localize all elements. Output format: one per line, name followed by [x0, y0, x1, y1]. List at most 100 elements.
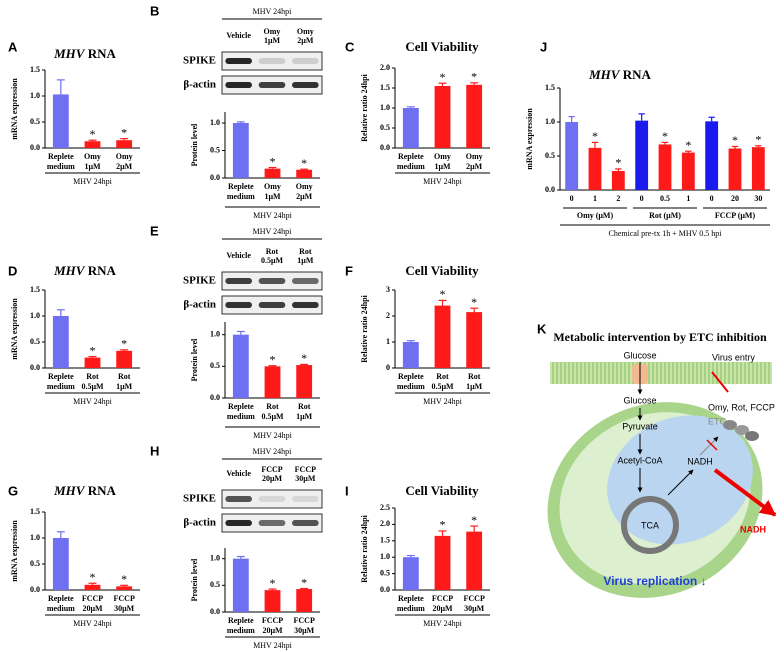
bar [296, 169, 313, 178]
significance: * [270, 154, 276, 168]
label: Acetyl-CoA [617, 455, 662, 465]
x-axis-label: MHV 24hpi [423, 619, 463, 628]
significance: * [121, 125, 127, 139]
significance: * [301, 156, 307, 170]
y-axis-label: Protein level [190, 338, 199, 382]
x-tick-label: FCCP 30μM [464, 594, 485, 613]
panel-label: G [8, 483, 18, 498]
y-tick-label: 1.0 [210, 329, 220, 338]
x-tick-label: Omy 2μM [466, 152, 483, 171]
label: Omy, Rot, FCCP [708, 402, 775, 412]
significance: * [440, 287, 446, 301]
etc-complex [723, 420, 737, 430]
y-tick-label: 0.0 [210, 607, 220, 616]
x-axis-label: MHV 24hpi [423, 397, 463, 406]
bar [116, 350, 133, 368]
bar [402, 557, 419, 590]
panel-label: J [540, 39, 547, 54]
y-tick-label: 1.0 [380, 552, 390, 561]
y-tick-label: 2.0 [380, 63, 390, 72]
diagram: K Metabolic intervention by ETC inhibiti… [537, 321, 777, 598]
panel-label: H [150, 443, 159, 458]
bar [84, 584, 101, 590]
label: ETC [708, 416, 727, 426]
group-label: Omy (μM) [577, 211, 614, 220]
bar [728, 148, 742, 190]
y-tick-label: 0.5 [30, 559, 40, 568]
inhibit-mark [706, 439, 718, 451]
chart-title: MHV RNA [53, 483, 116, 498]
chart-title: Cell Viability [405, 483, 479, 498]
significance: * [471, 513, 477, 527]
x-tick-label: Replete medium [227, 182, 255, 201]
y-tick-label: 0.5 [380, 568, 390, 577]
lane-label: Vehicle [226, 31, 251, 40]
x-tick-label: Replete medium [397, 594, 425, 613]
x-tick-label: 0 [570, 194, 574, 203]
x-tick-label: FCCP 30μM [114, 594, 135, 613]
y-tick-label: 0.5 [210, 145, 220, 154]
bar [264, 366, 281, 398]
blot-band [292, 278, 319, 284]
x-tick-label: Rot 0.5μM [81, 372, 104, 391]
bar [116, 140, 133, 148]
row-label: SPIKE [183, 493, 216, 505]
significance: * [732, 133, 738, 147]
bar [751, 147, 765, 190]
x-tick-label: Rot 0.5μM [431, 372, 454, 391]
y-tick-label: 0.0 [380, 585, 390, 594]
x-tick-label: FCCP 20μM [262, 616, 283, 635]
bar [116, 586, 133, 590]
label: Pyruvate [622, 421, 658, 431]
x-tick-label: Replete medium [227, 616, 255, 635]
x-tick-label: Omy 1μM [264, 182, 281, 201]
blot-band [292, 520, 319, 526]
significance: * [121, 337, 127, 351]
x-axis-label: MHV 24hpi [73, 397, 113, 406]
y-axis-label: mRNA expression [10, 298, 19, 360]
nadh-arrow [713, 468, 777, 517]
bar [434, 305, 451, 368]
bar [611, 170, 625, 190]
blot-band [258, 496, 286, 502]
x-tick-label: Rot 1μM [116, 372, 133, 391]
etc-complex [735, 425, 749, 435]
x-axis-label: Chemical pre-tx 1h + MHV 0.5 hpi [608, 229, 722, 238]
diagram-title: Metabolic intervention by ETC inhibition [553, 330, 767, 344]
bar [658, 144, 672, 190]
panel-label: K [537, 321, 547, 336]
y-axis-label: Relative ratio 24hpi [360, 73, 369, 141]
y-tick-label: 1 [386, 337, 390, 346]
y-tick-label: 1.5 [380, 536, 390, 545]
group-label: Rot (μM) [649, 211, 681, 220]
etc-complex [745, 431, 759, 441]
panel-label: F [345, 263, 353, 278]
x-tick-label: Rot 1μM [296, 402, 313, 421]
x-tick-label: Replete medium [397, 372, 425, 391]
y-tick-label: 2.0 [380, 519, 390, 528]
bar [466, 531, 483, 590]
lane-label: FCCP 20μM [261, 465, 282, 483]
significance: * [270, 576, 276, 590]
x-tick-label: Replete medium [47, 372, 75, 391]
y-tick-label: 3 [386, 285, 390, 294]
y-axis-label: Relative ratio 24hpi [360, 514, 369, 582]
bar [434, 535, 451, 590]
significance: * [685, 138, 691, 152]
bar [84, 357, 101, 368]
x-tick-label: FCCP 30μM [294, 616, 315, 635]
panel-label: D [8, 263, 17, 278]
bar [296, 365, 313, 398]
significance: * [662, 129, 668, 143]
bar [84, 141, 101, 148]
significance: * [615, 156, 621, 170]
blot-header: MHV 24hpi [253, 227, 293, 236]
lane-label: Rot 1μM [297, 247, 314, 265]
y-tick-label: 1.0 [30, 91, 40, 100]
x-axis-label: MHV 24hpi [73, 177, 113, 186]
y-tick-label: 1.0 [545, 117, 555, 126]
y-tick-label: 1.5 [545, 83, 555, 92]
panel-label: A [8, 39, 18, 54]
x-tick-label: Replete medium [47, 594, 75, 613]
blot-band [225, 302, 252, 308]
